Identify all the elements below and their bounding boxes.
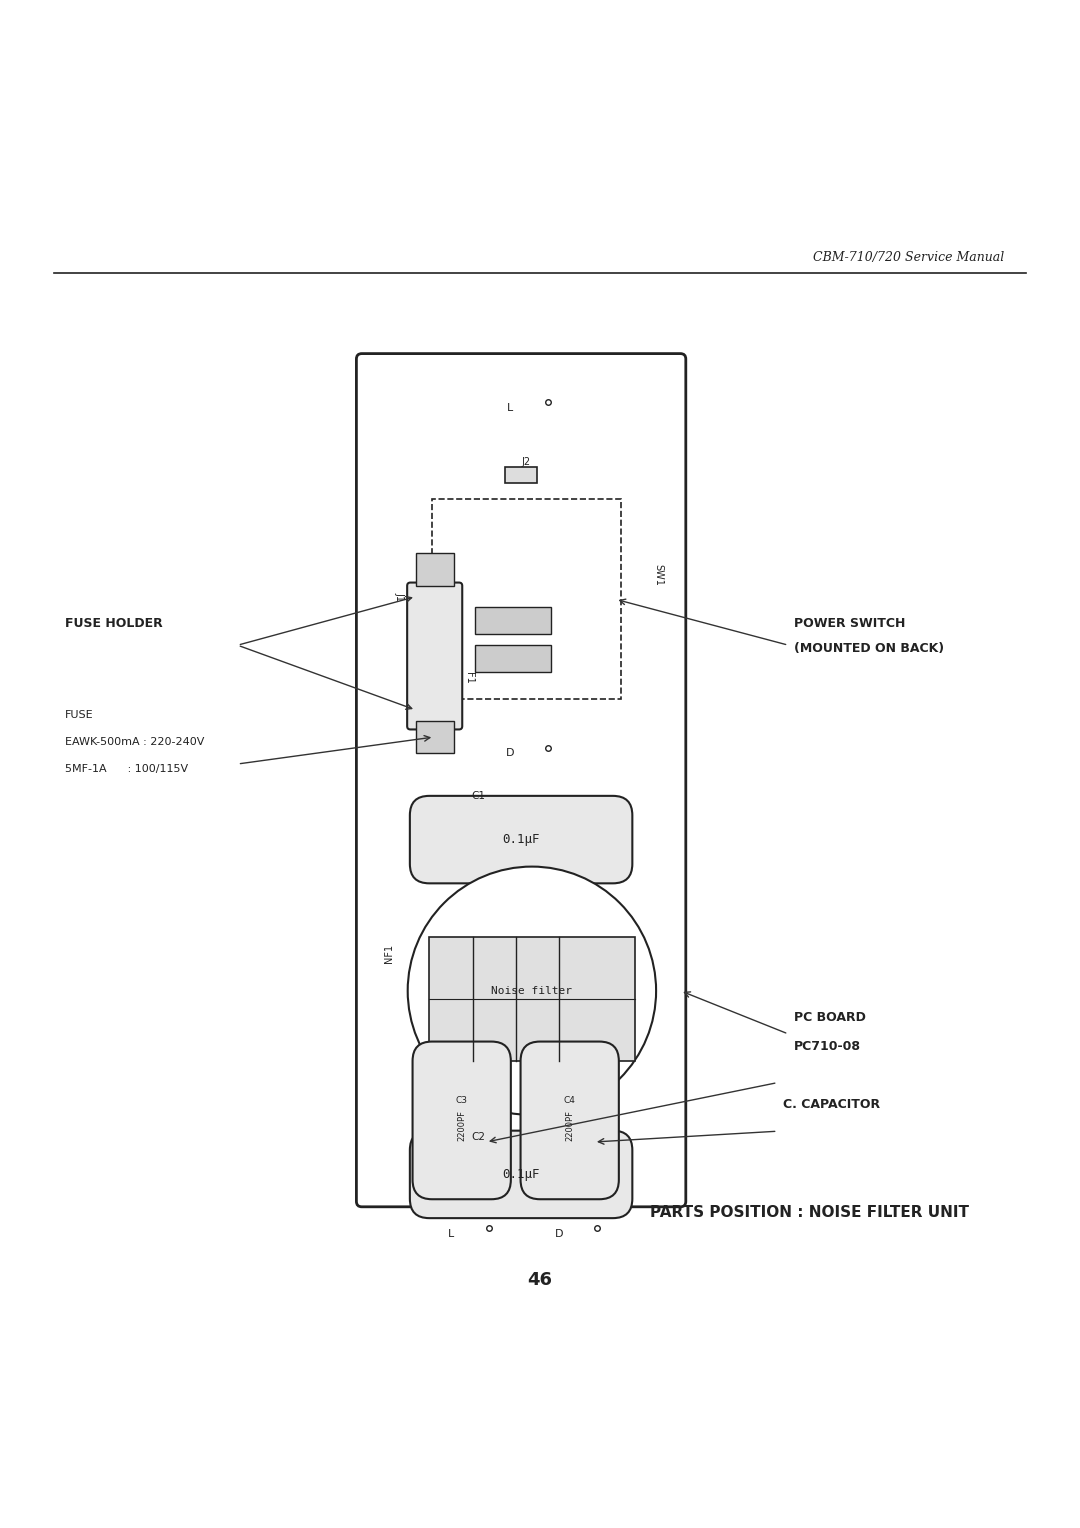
Text: C1: C1 bbox=[471, 792, 485, 801]
Text: FUSE HOLDER: FUSE HOLDER bbox=[65, 617, 163, 630]
Text: PARTS POSITION : NOISE FILTER UNIT: PARTS POSITION : NOISE FILTER UNIT bbox=[650, 1204, 970, 1219]
Text: 0.1μF: 0.1μF bbox=[502, 1167, 540, 1181]
Text: 2200PF: 2200PF bbox=[565, 1111, 575, 1141]
Text: D: D bbox=[555, 1229, 563, 1239]
Text: J2: J2 bbox=[522, 457, 531, 466]
Text: D: D bbox=[507, 749, 514, 758]
Bar bbox=[475, 645, 551, 672]
Text: C2: C2 bbox=[471, 1132, 485, 1141]
Text: 2200PF: 2200PF bbox=[457, 1111, 467, 1141]
Text: L: L bbox=[448, 1229, 454, 1239]
Text: PC BOARD: PC BOARD bbox=[794, 1012, 866, 1024]
FancyBboxPatch shape bbox=[521, 1042, 619, 1199]
Text: EAWK-500mA : 220-240V: EAWK-500mA : 220-240V bbox=[65, 738, 204, 747]
Text: C. CAPACITOR: C. CAPACITOR bbox=[783, 1097, 880, 1111]
FancyBboxPatch shape bbox=[410, 1131, 633, 1218]
Text: PC710-08: PC710-08 bbox=[794, 1041, 861, 1053]
FancyBboxPatch shape bbox=[413, 1042, 511, 1199]
Text: C4: C4 bbox=[564, 1097, 576, 1105]
Text: F1: F1 bbox=[464, 672, 474, 683]
Text: FUSE: FUSE bbox=[65, 711, 94, 720]
Bar bbox=[475, 608, 551, 634]
Bar bbox=[416, 721, 454, 753]
Text: 46: 46 bbox=[527, 1271, 553, 1290]
Text: 5MF-1A      : 100/115V: 5MF-1A : 100/115V bbox=[65, 764, 188, 775]
FancyBboxPatch shape bbox=[407, 582, 462, 729]
Text: 0.1μF: 0.1μF bbox=[502, 833, 540, 847]
Bar bbox=[416, 553, 454, 585]
Text: C3: C3 bbox=[456, 1097, 468, 1105]
Text: J1: J1 bbox=[394, 591, 405, 601]
Text: L: L bbox=[508, 402, 513, 413]
Bar bbox=[430, 937, 635, 1060]
Text: CBM-710/720 Service Manual: CBM-710/720 Service Manual bbox=[813, 251, 1004, 264]
Text: Noise filter: Noise filter bbox=[491, 986, 572, 996]
Bar bbox=[432, 500, 621, 700]
Text: (MOUNTED ON BACK): (MOUNTED ON BACK) bbox=[794, 642, 944, 656]
Bar bbox=[505, 468, 538, 483]
Text: POWER SWITCH: POWER SWITCH bbox=[794, 617, 905, 630]
FancyBboxPatch shape bbox=[356, 353, 686, 1207]
Text: NF1: NF1 bbox=[383, 943, 394, 963]
Text: SW1: SW1 bbox=[653, 564, 664, 585]
Circle shape bbox=[408, 866, 657, 1115]
FancyBboxPatch shape bbox=[410, 796, 633, 883]
